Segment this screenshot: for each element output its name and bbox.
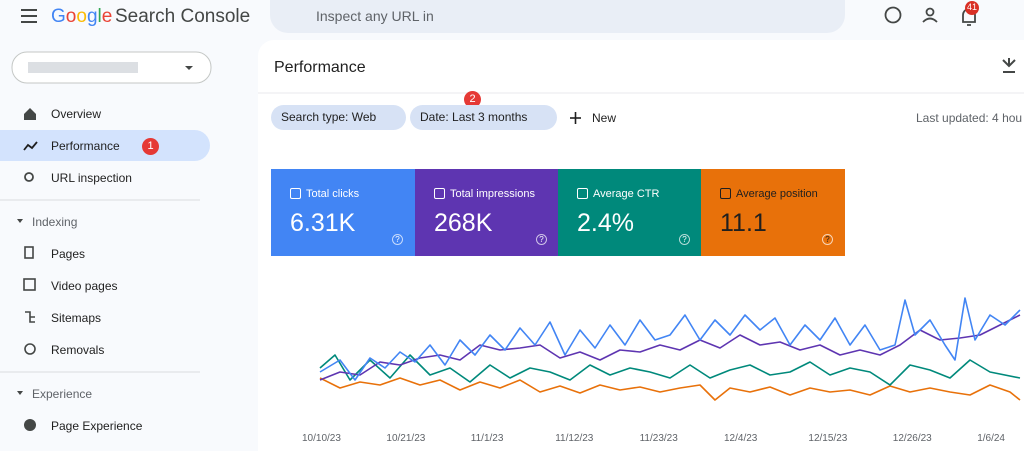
filter-chip[interactable]: Search type: Web — [271, 105, 407, 130]
metric-value: 11.1 — [720, 209, 767, 237]
metric-card[interactable]: Total impressions 268K? — [415, 169, 559, 256]
date-label: 1/6/24 — [977, 433, 1005, 444]
metric-label: Total clicks — [306, 188, 360, 200]
google-logo: Google — [51, 6, 113, 27]
date-label: 12/4/23 — [724, 433, 758, 444]
search-box[interactable]: Inspect any URL in — [270, 0, 845, 33]
notification-badge — [965, 1, 979, 15]
nav-section[interactable]: Indexing — [32, 215, 78, 229]
new-button[interactable]: New — [592, 111, 617, 125]
date-label: 11/1/23 — [470, 433, 504, 444]
search-placeholder: Inspect any URL in — [316, 8, 434, 24]
date-label: 11/12/23 — [555, 433, 594, 444]
property-blur — [28, 62, 138, 73]
metric-value: 6.31K — [290, 209, 356, 237]
app-name: Search Console — [115, 6, 251, 27]
nav-item[interactable]: Overview — [51, 107, 102, 121]
top-icons — [884, 6, 976, 26]
date-label: 12/26/23 — [892, 433, 932, 444]
date-label: 12/15/23 — [808, 433, 848, 444]
menu-icon[interactable] — [21, 9, 37, 23]
metric-card[interactable]: Total clicks 6.31K? — [271, 169, 415, 256]
download-icon[interactable] — [1002, 58, 1016, 73]
plus-icon[interactable] — [570, 112, 581, 124]
trend-lines — [319, 297, 1021, 401]
nav-section[interactable]: Experience — [32, 387, 93, 401]
nav-item[interactable]: Sitemaps — [51, 311, 102, 325]
last-updated: Last updated: 4 hou — [916, 111, 1023, 125]
page-title: Performance — [274, 59, 366, 76]
metric-value: 268K — [434, 209, 493, 237]
metric-label: Average position — [736, 188, 818, 200]
nav-item[interactable]: Page Experience — [51, 419, 143, 433]
notification-count: 41 — [966, 2, 977, 12]
filter-chip[interactable]: Date: Last 3 months — [410, 105, 558, 130]
date-label: 10/21/23 — [386, 433, 426, 444]
step-badge: 1 — [142, 138, 159, 155]
metric-card[interactable]: Average CTR 2.4%? — [558, 169, 702, 256]
step-badge: 2 — [464, 91, 481, 108]
dropdown-arrow — [185, 66, 193, 70]
date-label: 10/10/23 — [302, 433, 341, 444]
nav-item[interactable]: Performance — [51, 139, 120, 153]
date-label: 11/23/23 — [639, 433, 678, 444]
nav-icons — [17, 108, 38, 431]
metric-label: Average CTR — [593, 188, 660, 200]
metric-value: 2.4% — [577, 209, 634, 237]
nav-item[interactable]: URL inspection — [51, 171, 132, 185]
nav-item[interactable]: Removals — [51, 343, 105, 357]
nav-item[interactable]: Video pages — [51, 279, 118, 293]
metric-label: Total impressions — [450, 188, 535, 200]
nav-item[interactable]: Pages — [51, 247, 86, 261]
metric-card[interactable]: Average position 11.1? — [701, 169, 845, 256]
